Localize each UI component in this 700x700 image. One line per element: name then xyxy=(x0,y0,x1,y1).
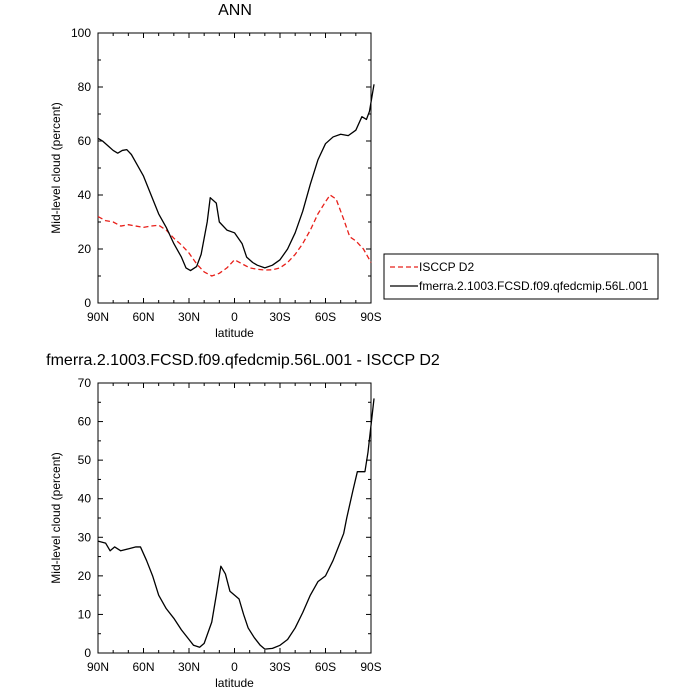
y-tick-label: 30 xyxy=(78,530,92,544)
y-tick-label: 50 xyxy=(78,453,92,467)
y-tick-label: 20 xyxy=(78,242,92,256)
x-tick-label: 30N xyxy=(178,660,200,674)
legend-box xyxy=(383,253,659,300)
x-tick-label: 0 xyxy=(231,660,238,674)
series-line-0 xyxy=(97,194,372,277)
chart-annual-mid-level-cloud: 90N 60N 30N 0 30S 60S 90S 0 20 40 60 80 100 latitude M… xyxy=(49,2,382,340)
y-tick-label: 20 xyxy=(78,569,92,583)
x-axis-label: latitude xyxy=(215,326,254,340)
legend-label-model: fmerra.2.1003.FCSD.f09.qfedcmip.56L.001 xyxy=(419,279,649,293)
x-tick-label: 60N xyxy=(132,310,154,324)
legend-label-isccp: ISCCP D2 xyxy=(419,260,474,274)
x-tick-label: 90S xyxy=(360,310,381,324)
y-tick-label: 40 xyxy=(78,492,92,506)
y-tick-label: 100 xyxy=(71,26,91,40)
chart-title: fmerra.2.1003.FCSD.f09.qfedcmip.56L.001 … xyxy=(46,352,440,369)
y-tick-label: 80 xyxy=(78,80,92,94)
series-line-1 xyxy=(97,84,375,272)
plot-frame xyxy=(97,382,372,654)
chart-title: ANN xyxy=(218,2,252,19)
x-tick-label: 90N xyxy=(87,660,109,674)
y-axis-label: Mid-level cloud (percent) xyxy=(49,452,63,583)
x-axis-label: latitude xyxy=(215,676,254,690)
legend: ISCCP D2 fmerra.2.1003.FCSD.f09.qfedcmip.… xyxy=(383,253,659,300)
series-line-0 xyxy=(97,398,375,650)
x-tick-label: 90N xyxy=(87,310,109,324)
x-tick-label: 30N xyxy=(178,310,200,324)
x-tick-label: 30S xyxy=(269,660,290,674)
x-tick-label: 60S xyxy=(315,310,336,324)
y-tick-label: 0 xyxy=(84,296,91,310)
y-tick-label: 10 xyxy=(78,607,92,621)
y-axis-label: Mid-level cloud (percent) xyxy=(49,102,63,233)
y-tick-label: 60 xyxy=(78,415,92,429)
x-tick-label: 90S xyxy=(360,660,381,674)
y-tick-label: 40 xyxy=(78,188,92,202)
y-tick-label: 70 xyxy=(78,376,92,390)
x-tick-label: 0 xyxy=(231,310,238,324)
chart-difference: 90N 60N 30N 0 30S 60S 90S 0 10 20 30 40 50 60 70 latitu… xyxy=(46,352,440,690)
x-tick-label: 60N xyxy=(132,660,154,674)
y-tick-label: 0 xyxy=(84,646,91,660)
y-tick-label: 60 xyxy=(78,134,92,148)
x-tick-label: 30S xyxy=(269,310,290,324)
x-tick-label: 60S xyxy=(315,660,336,674)
